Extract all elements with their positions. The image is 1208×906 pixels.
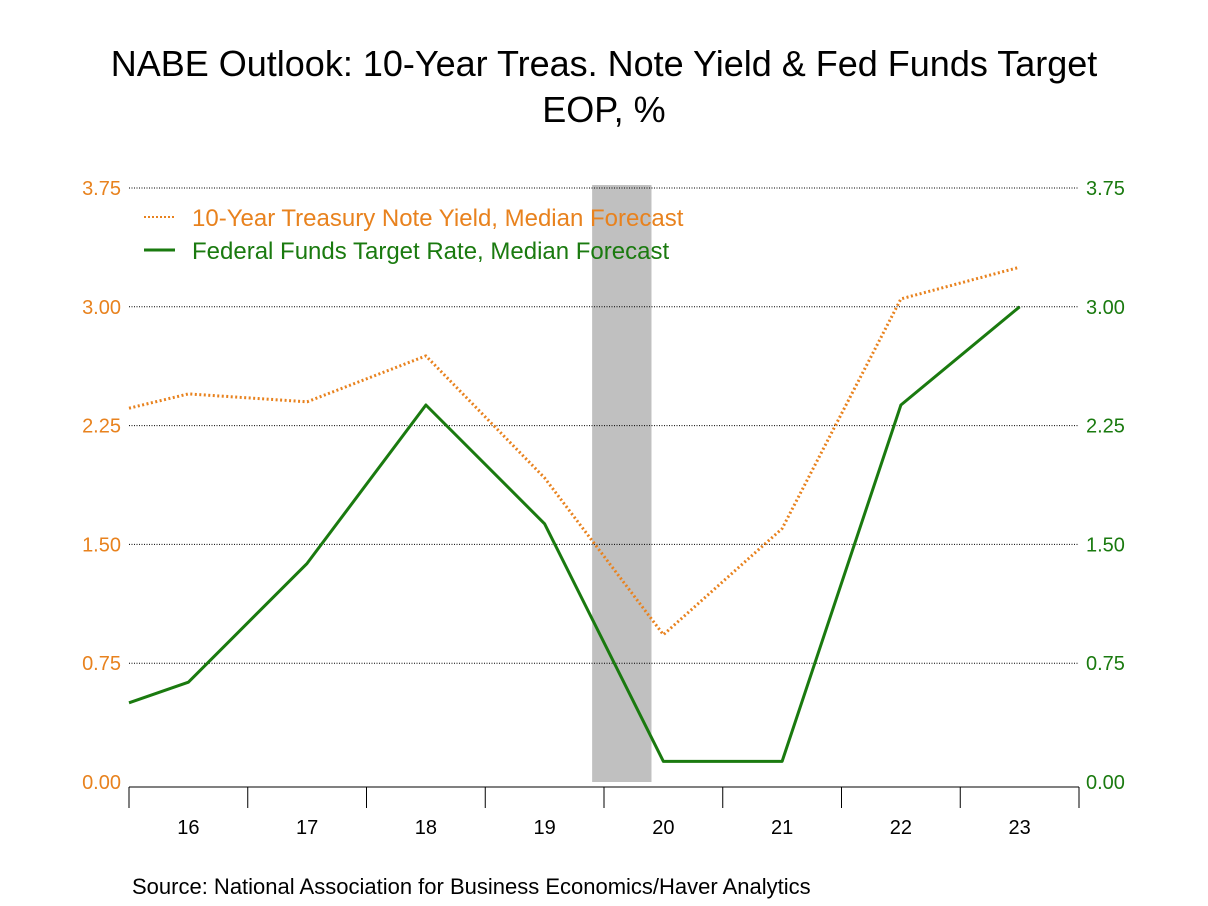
source-note: Source: National Association for Busines… bbox=[132, 874, 811, 899]
y-left-tick-label: 0.75 bbox=[82, 653, 121, 675]
y-right-tick-label: 1.50 bbox=[1086, 534, 1125, 556]
legend-label: Federal Funds Target Rate, Median Foreca… bbox=[192, 238, 669, 265]
y-right-tick-label: 0.75 bbox=[1086, 653, 1125, 675]
y-left-tick-label: 0.00 bbox=[82, 772, 121, 794]
x-tick-label: 16 bbox=[177, 817, 199, 839]
y-left-tick-label: 2.25 bbox=[82, 416, 121, 438]
y-left-tick-label: 3.00 bbox=[82, 297, 121, 319]
treasury-yield-line bbox=[128, 265, 1020, 637]
x-tick-label: 21 bbox=[771, 817, 793, 839]
y-left-tick-label: 3.75 bbox=[82, 178, 121, 200]
x-tick-label: 19 bbox=[534, 817, 556, 839]
x-tick-label: 18 bbox=[415, 817, 437, 839]
fed-funds-line bbox=[128, 305, 1021, 763]
y-right-tick-label: 3.75 bbox=[1086, 178, 1125, 200]
y-right-tick-label: 0.00 bbox=[1086, 772, 1125, 794]
recession-shading bbox=[592, 185, 652, 782]
y-right-tick-label: 2.25 bbox=[1086, 416, 1125, 438]
x-tick-label: 17 bbox=[296, 817, 318, 839]
x-tick-label: 20 bbox=[652, 817, 674, 839]
y-left-tick-label: 1.50 bbox=[82, 534, 121, 556]
x-tick-label: 23 bbox=[1009, 817, 1031, 839]
legend-label: 10-Year Treasury Note Yield, Median Fore… bbox=[192, 205, 684, 232]
y-right-tick-label: 3.00 bbox=[1086, 297, 1125, 319]
chart-subtitle: EOP, % bbox=[542, 89, 666, 130]
x-tick-label: 22 bbox=[890, 817, 912, 839]
chart-title: NABE Outlook: 10-Year Treas. Note Yield … bbox=[110, 43, 1098, 84]
